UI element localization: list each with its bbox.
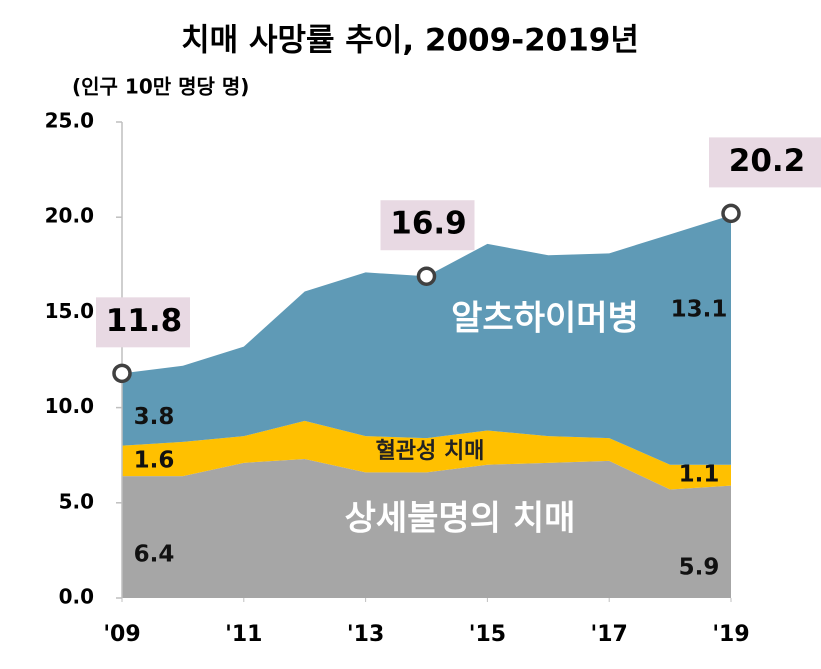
y-tick-label: 25.0 — [45, 109, 94, 133]
y-tick-label: 10.0 — [45, 394, 94, 418]
series-label: 혈관성 치매 — [376, 439, 485, 464]
data-label: 13.1 — [671, 297, 728, 323]
y-tick-label: 15.0 — [45, 299, 94, 323]
x-tick-label: '15 — [469, 622, 506, 647]
data-label: 5.9 — [679, 554, 720, 580]
x-tick-label: '13 — [347, 622, 384, 647]
y-tick-label: 0.0 — [59, 585, 94, 609]
area — [122, 215, 731, 465]
data-label: 1.6 — [134, 447, 175, 473]
callout-box — [380, 200, 475, 251]
chart-title: 치매 사망률 추이, 2009-2019년 — [181, 23, 639, 59]
callout-marker — [721, 203, 741, 224]
x-tick-label: '09 — [103, 622, 140, 647]
y-tick-label: 20.0 — [45, 204, 94, 228]
y-tick-label: 5.0 — [59, 489, 94, 513]
x-tick-label: '11 — [225, 622, 262, 647]
x-tick-label: '17 — [591, 622, 628, 647]
area — [122, 420, 731, 490]
data-label: 1.1 — [679, 462, 720, 488]
area — [122, 459, 731, 598]
callout-marker — [416, 266, 437, 286]
series-label: 알츠하이머병 — [451, 299, 639, 339]
series-label: 상세불명의 치매 — [345, 499, 576, 539]
data-label: 3.8 — [134, 404, 175, 430]
data-label: 6.4 — [134, 542, 175, 568]
x-tick-label: '19 — [712, 622, 749, 647]
y-axis-label: (인구 10만 명당 명) — [72, 75, 249, 99]
callout-box — [96, 297, 190, 348]
callout-box — [709, 137, 821, 188]
callout-marker — [112, 363, 132, 384]
callout-label: 20.2 — [729, 143, 806, 179]
callout-label: 11.8 — [106, 303, 183, 339]
callout-label: 16.9 — [390, 206, 467, 242]
